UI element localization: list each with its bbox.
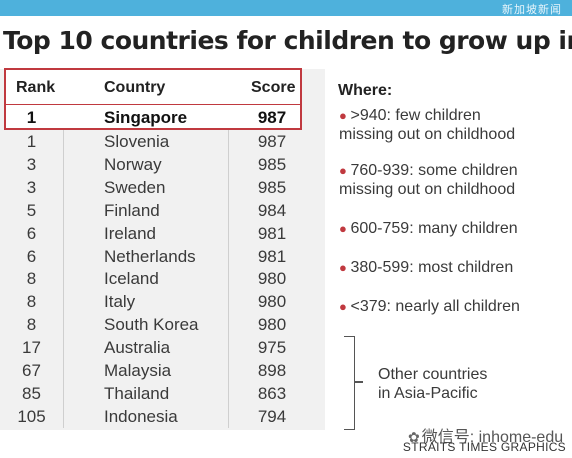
rank-cell: 1 bbox=[26, 108, 37, 127]
bullet-icon: ● bbox=[339, 108, 351, 123]
table-row: 3 Norway 985 bbox=[0, 155, 325, 178]
country-cell: Sweden bbox=[104, 177, 166, 197]
rank-cell: 6 bbox=[26, 246, 37, 266]
table-row: 85 Thailand 863 bbox=[0, 384, 325, 407]
rank-cell: 17 bbox=[22, 338, 41, 358]
country-cell: South Korea bbox=[104, 315, 199, 335]
country-cell: Ireland bbox=[104, 223, 156, 243]
legend-line-1: 600-759: many children bbox=[350, 220, 518, 237]
legend-line-1: <379: nearly all children bbox=[350, 298, 520, 315]
rank-cell: 85 bbox=[22, 383, 41, 403]
column-divider bbox=[63, 70, 64, 428]
legend-item: ● 380-599: most children bbox=[339, 258, 513, 277]
header-divider bbox=[6, 104, 300, 105]
country-cell: Malaysia bbox=[104, 361, 172, 380]
rank-cell: 8 bbox=[26, 269, 37, 289]
rank-cell: 3 bbox=[26, 177, 37, 197]
table-row: 8 Iceland 980 bbox=[0, 269, 325, 292]
wechat-icon: ✿ bbox=[408, 429, 420, 445]
bullet-icon: ● bbox=[339, 221, 351, 236]
legend-line-2: missing out on childhood bbox=[339, 181, 516, 198]
country-cell: Australia bbox=[104, 338, 171, 358]
legend-line-2: missing out on childhood bbox=[339, 126, 516, 143]
table-row: 3 Sweden 985 bbox=[0, 178, 325, 201]
legend-item: ● 600-759: many children bbox=[339, 219, 518, 238]
score-cell: 794 bbox=[257, 406, 287, 426]
table-row: 5 Finland 984 bbox=[0, 201, 325, 224]
page-title: Top 10 countries for children to grow up… bbox=[3, 26, 572, 55]
legend-item: ● >940: few children missing out on child… bbox=[339, 106, 515, 144]
table-row: 6 Netherlands 981 bbox=[0, 247, 325, 270]
score-cell: 981 bbox=[257, 246, 287, 266]
country-cell: Thailand bbox=[104, 383, 170, 403]
legend-line-1: 380-599: most children bbox=[350, 259, 514, 276]
score-cell: 984 bbox=[257, 200, 287, 220]
score-cell: 975 bbox=[257, 338, 287, 358]
legend-line-1: 760-939: some children bbox=[350, 162, 518, 179]
header-score: Score bbox=[251, 79, 296, 96]
legend-item: ● <379: nearly all children bbox=[339, 297, 520, 316]
rank-cell: 105 bbox=[17, 406, 46, 426]
asia-pacific-note: Other countries in Asia-Pacific bbox=[378, 365, 487, 403]
bullet-icon: ● bbox=[339, 299, 351, 314]
country-cell: Italy bbox=[104, 292, 136, 312]
score-cell: 987 bbox=[257, 132, 287, 151]
note-line-1: Other countries bbox=[378, 366, 488, 383]
table-row: 6 Ireland 981 bbox=[0, 224, 325, 247]
watermark: ✿ 微信号: inhome-edu bbox=[408, 423, 563, 447]
score-cell: 985 bbox=[257, 177, 287, 197]
country-cell: Norway bbox=[104, 154, 162, 174]
score-cell: 985 bbox=[257, 154, 287, 174]
column-divider bbox=[228, 70, 229, 428]
graphics-credit: STRAITS TIMES GRAPHICS bbox=[402, 440, 566, 454]
country-cell: Indonesia bbox=[104, 406, 178, 426]
legend-line-1: >940: few children bbox=[350, 107, 481, 124]
legend-heading: Where: bbox=[338, 82, 393, 99]
table-row: 1 Singapore 987 bbox=[0, 108, 325, 131]
country-cell: Slovenia bbox=[104, 132, 170, 151]
country-cell: Netherlands bbox=[104, 246, 196, 266]
table-row: 105 Indonesia 794 bbox=[0, 407, 325, 430]
rank-cell: 3 bbox=[26, 154, 37, 174]
score-cell: 980 bbox=[257, 292, 287, 312]
score-cell: 980 bbox=[257, 269, 287, 289]
country-cell: Singapore bbox=[104, 108, 188, 127]
country-cell: Iceland bbox=[104, 269, 159, 289]
legend-item: ● 760-939: some children missing out on c… bbox=[339, 161, 518, 199]
bullet-icon: ● bbox=[339, 163, 351, 178]
table-row: 1 Slovenia 987 bbox=[0, 132, 325, 155]
table-row: 8 Italy 980 bbox=[0, 292, 325, 315]
rank-cell: 67 bbox=[22, 361, 41, 380]
rank-cell: 8 bbox=[26, 315, 37, 335]
rank-cell: 8 bbox=[26, 292, 37, 312]
table-row: 17 Australia 975 bbox=[0, 338, 325, 361]
country-cell: Finland bbox=[104, 200, 160, 220]
table-row: 67 Malaysia 898 bbox=[0, 361, 325, 384]
banner-text: 新加坡新闻 bbox=[502, 4, 562, 16]
rank-cell: 1 bbox=[26, 132, 37, 151]
table-row: 8 South Korea 980 bbox=[0, 315, 325, 338]
score-cell: 898 bbox=[257, 361, 287, 380]
score-cell: 980 bbox=[257, 315, 287, 335]
footer bbox=[0, 432, 572, 458]
note-line-2: in Asia-Pacific bbox=[378, 385, 478, 402]
header-country: Country bbox=[104, 79, 166, 96]
rank-cell: 5 bbox=[26, 200, 37, 220]
score-cell: 987 bbox=[257, 108, 287, 127]
bracket-tick bbox=[355, 381, 363, 383]
header-rank: Rank bbox=[16, 79, 56, 96]
top-ranked-highlight bbox=[4, 68, 302, 130]
asia-pacific-bracket bbox=[344, 336, 355, 430]
bullet-icon: ● bbox=[339, 260, 351, 275]
rank-cell: 6 bbox=[26, 223, 37, 243]
score-cell: 863 bbox=[257, 383, 287, 403]
watermark-text: 微信号: inhome-edu bbox=[421, 429, 564, 446]
top-banner: 新加坡新闻 bbox=[0, 0, 572, 16]
score-cell: 981 bbox=[257, 223, 287, 243]
